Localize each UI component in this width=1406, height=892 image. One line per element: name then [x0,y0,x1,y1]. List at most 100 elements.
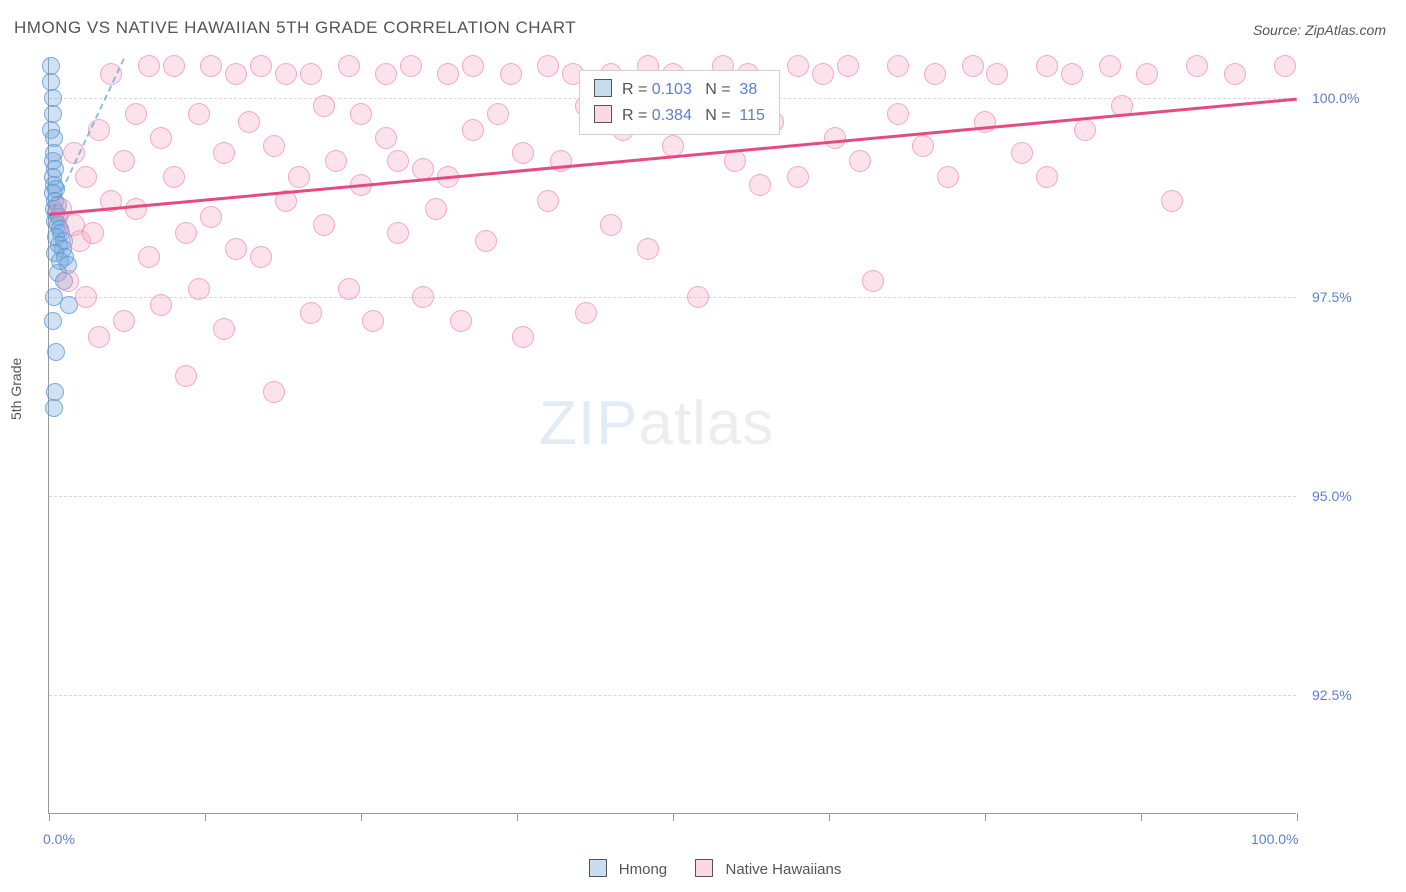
stats-n-value: 38 [739,81,757,98]
stats-n-label: N = [705,107,730,124]
point-native-hawaiian [537,190,559,212]
point-native-hawaiian [487,103,509,125]
point-native-hawaiian [362,310,384,332]
point-native-hawaiian [150,294,172,316]
point-native-hawaiian [986,63,1008,85]
point-native-hawaiian [550,150,572,172]
x-tick-label: 100.0% [1251,831,1298,847]
watermark-atlas: atlas [638,389,774,458]
x-tick [829,813,830,821]
point-hmong [44,312,62,330]
point-native-hawaiian [125,198,147,220]
point-native-hawaiian [924,63,946,85]
point-native-hawaiian [1036,55,1058,77]
legend-swatch-hmong [589,859,607,877]
stats-swatch [594,79,612,97]
watermark-zip: ZIP [539,389,638,458]
point-native-hawaiian [250,246,272,268]
point-native-hawaiian [824,127,846,149]
point-native-hawaiian [225,238,247,260]
point-native-hawaiian [213,142,235,164]
point-native-hawaiian [175,222,197,244]
point-native-hawaiian [425,198,447,220]
gridline [49,695,1296,696]
point-native-hawaiian [113,150,135,172]
point-native-hawaiian [150,127,172,149]
point-native-hawaiian [1074,119,1096,141]
stats-row: R = 0.103 N = 38 [594,77,765,103]
stats-r-value: 0.384 [652,107,692,124]
point-native-hawaiian [1224,63,1246,85]
point-native-hawaiian [350,103,372,125]
point-native-hawaiian [687,286,709,308]
point-native-hawaiian [213,318,235,340]
point-native-hawaiian [163,166,185,188]
x-tick [361,813,362,821]
point-native-hawaiian [537,55,559,77]
y-tick-label: 95.0% [1312,488,1382,504]
point-native-hawaiian [250,55,272,77]
point-native-hawaiian [263,135,285,157]
point-native-hawaiian [75,166,97,188]
point-native-hawaiian [1036,166,1058,188]
stats-r-label: R = [622,81,647,98]
point-native-hawaiian [937,166,959,188]
point-native-hawaiian [637,238,659,260]
legend-label-hmong: Hmong [619,861,667,878]
source-attribution: Source: ZipAtlas.com [1253,22,1386,38]
point-native-hawaiian [375,63,397,85]
point-native-hawaiian [1161,190,1183,212]
point-native-hawaiian [1136,63,1158,85]
point-native-hawaiian [313,214,335,236]
point-native-hawaiian [1099,55,1121,77]
point-native-hawaiian [812,63,834,85]
x-tick [1297,813,1298,821]
point-native-hawaiian [912,135,934,157]
point-native-hawaiian [375,127,397,149]
point-hmong [47,343,65,361]
point-native-hawaiian [200,55,222,77]
watermark: ZIPatlas [539,388,774,459]
point-native-hawaiian [575,302,597,324]
point-native-hawaiian [263,381,285,403]
point-native-hawaiian [325,150,347,172]
gridline [49,496,1296,497]
point-native-hawaiian [1274,55,1296,77]
y-tick-label: 97.5% [1312,289,1382,305]
point-native-hawaiian [787,166,809,188]
point-native-hawaiian [450,310,472,332]
point-native-hawaiian [88,326,110,348]
point-native-hawaiian [275,63,297,85]
point-native-hawaiian [238,111,260,133]
point-native-hawaiian [475,230,497,252]
point-native-hawaiian [225,63,247,85]
point-native-hawaiian [400,55,422,77]
x-tick [205,813,206,821]
point-native-hawaiian [724,150,746,172]
point-native-hawaiian [338,278,360,300]
x-tick [673,813,674,821]
point-native-hawaiian [57,270,79,292]
point-native-hawaiian [300,63,322,85]
point-native-hawaiian [1061,63,1083,85]
correlation-stats-box: R = 0.103 N = 38R = 0.384 N = 115 [579,70,780,135]
point-native-hawaiian [962,55,984,77]
point-hmong [45,399,63,417]
point-native-hawaiian [1011,142,1033,164]
point-native-hawaiian [462,119,484,141]
stats-r-value: 0.103 [652,81,692,98]
point-native-hawaiian [138,55,160,77]
x-tick [517,813,518,821]
point-native-hawaiian [188,103,210,125]
chart-title: HMONG VS NATIVE HAWAIIAN 5TH GRADE CORRE… [14,18,576,38]
point-native-hawaiian [163,55,185,77]
point-native-hawaiian [462,55,484,77]
point-native-hawaiian [787,55,809,77]
stats-r-label: R = [622,107,647,124]
point-native-hawaiian [662,135,684,157]
gridline [49,297,1296,298]
legend-bottom: Hmong Native Hawaiians [0,859,1406,878]
point-native-hawaiian [500,63,522,85]
x-tick [49,813,50,821]
point-native-hawaiian [837,55,859,77]
